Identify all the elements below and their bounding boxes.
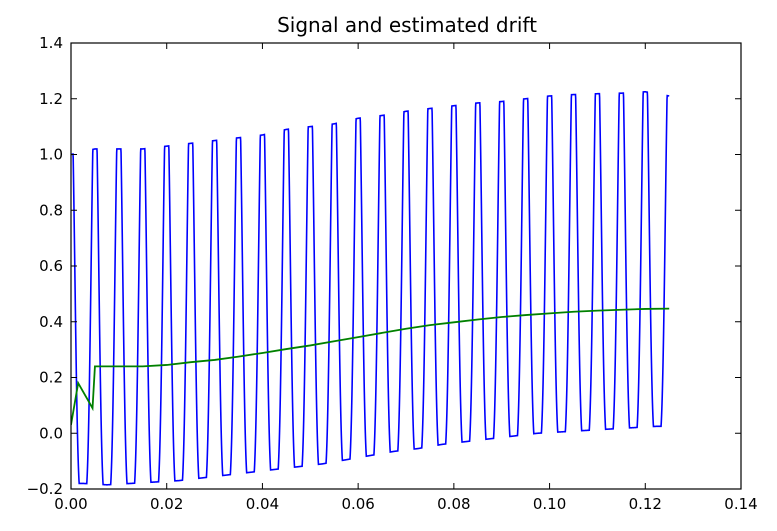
x-tick-label: 0.02: [150, 495, 183, 513]
x-tick-label: 0.14: [724, 495, 757, 513]
chart-title: Signal and estimated drift: [277, 13, 537, 37]
y-tick-label: 1.0: [39, 146, 63, 164]
x-tick-label: 0.10: [533, 495, 566, 513]
x-tick-label: 0.04: [246, 495, 279, 513]
x-tick-label: 0.12: [629, 495, 662, 513]
y-tick-label: 0.2: [39, 369, 63, 387]
y-tick-label: 0.6: [39, 257, 63, 275]
y-tick-label: 1.2: [39, 90, 63, 108]
x-tick-label: 0.08: [437, 495, 470, 513]
y-tick-label: 1.4: [39, 34, 63, 52]
axis-ticks: 0.00 0.02 0.04 0.06 0.08 0.10 0.12 0.14 −0.2 0.0 0…: [27, 34, 758, 513]
y-tick-label: −0.2: [27, 480, 63, 498]
y-tick-label: 0.0: [39, 424, 63, 442]
y-tick-label: 0.4: [39, 313, 63, 331]
x-tick-label: 0.00: [54, 495, 87, 513]
x-tick-label: 0.06: [341, 495, 374, 513]
signal-line: [71, 90, 670, 486]
plot-area: [71, 90, 670, 486]
drift-line: [71, 307, 670, 426]
y-tick-label: 0.8: [39, 201, 63, 219]
